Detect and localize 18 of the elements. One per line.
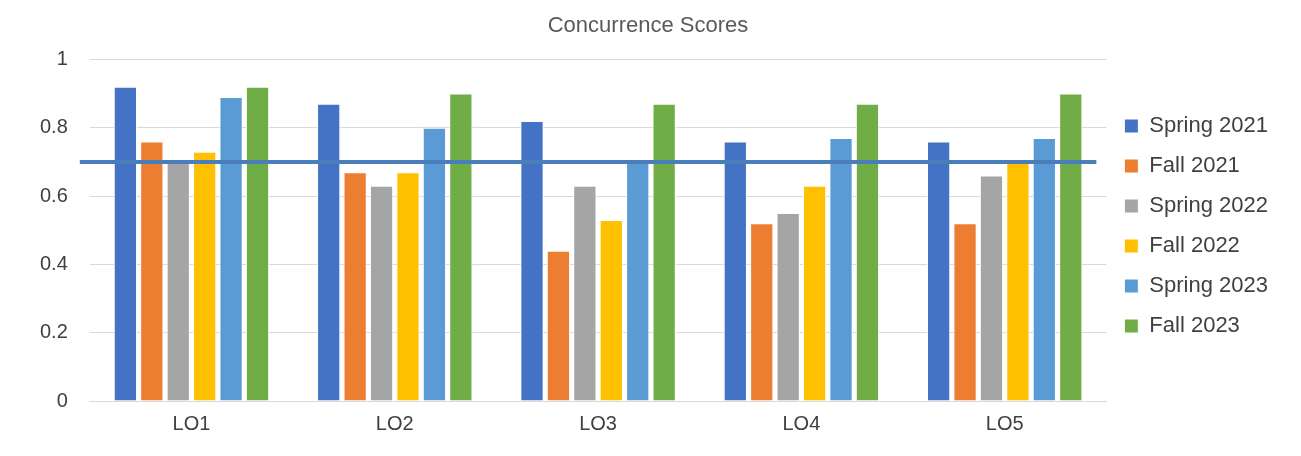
legend-label: Spring 2022 xyxy=(1149,192,1269,218)
legend-label: Fall 2022 xyxy=(1149,232,1240,258)
legend-label: Fall 2021 xyxy=(1149,152,1240,178)
legend-label: Fall 2023 xyxy=(1149,312,1240,338)
chart-title: Concurrence Scores xyxy=(547,12,749,38)
y-tick-label: 0.4 xyxy=(39,251,68,274)
x-tick-label: LO1 xyxy=(172,411,211,434)
x-tick-label: LO2 xyxy=(375,411,414,434)
x-tick-label: LO5 xyxy=(985,411,1024,434)
y-tick-label: 0 xyxy=(56,388,68,411)
x-tick-label: LO4 xyxy=(782,411,821,434)
legend-label: Spring 2023 xyxy=(1149,272,1269,298)
y-tick-label: 1 xyxy=(56,46,68,69)
y-tick-label: 0.8 xyxy=(39,115,68,138)
y-tick-label: 0.2 xyxy=(39,320,68,343)
x-tick-label: LO3 xyxy=(579,411,617,434)
legend-label: Spring 2021 xyxy=(1149,112,1269,138)
y-tick-label: 0.6 xyxy=(39,183,68,206)
